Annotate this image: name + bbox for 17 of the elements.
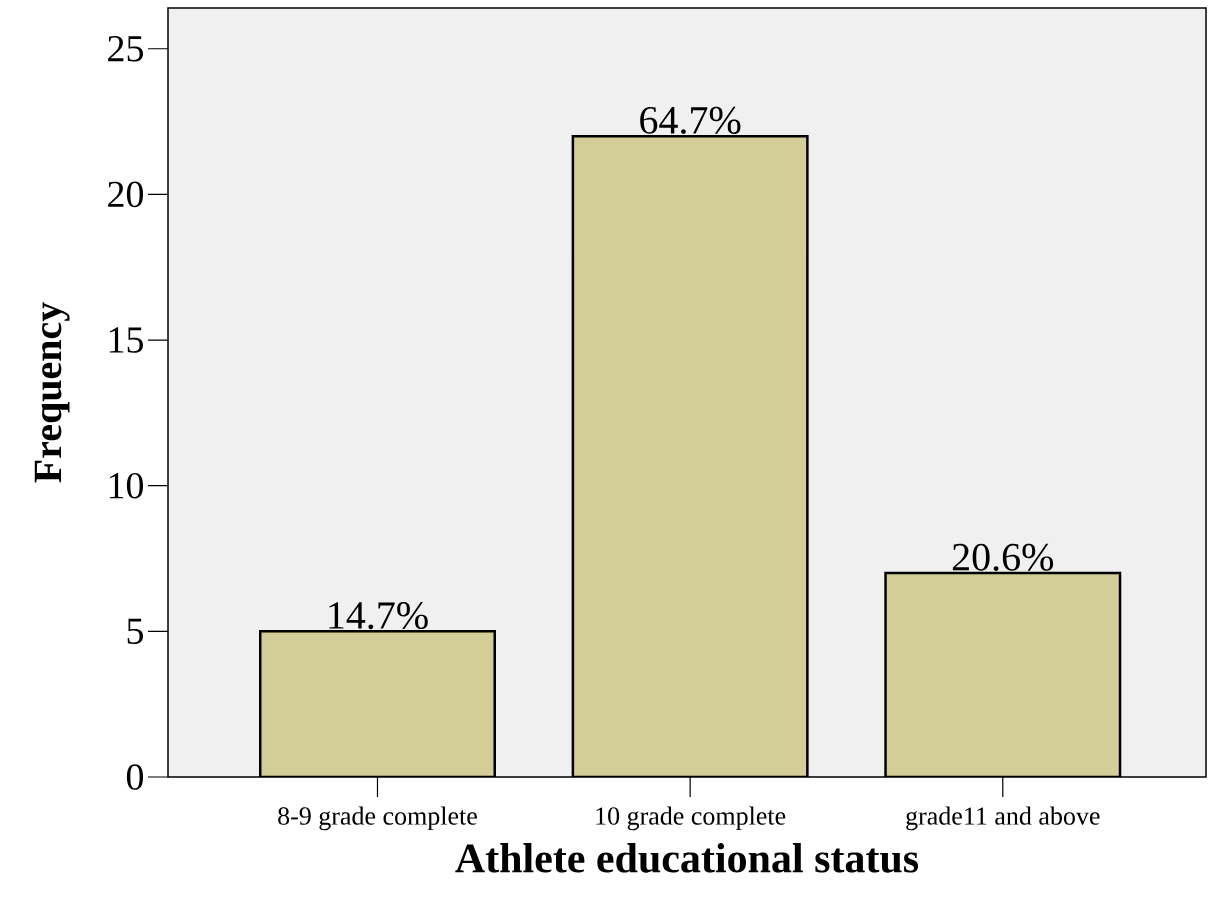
bar: [258, 630, 496, 777]
x-tick-label: grade11 and above: [906, 806, 1100, 831]
y-tick-label: 0: [126, 764, 144, 790]
x-tick-label: 10 grade complete: [596, 806, 786, 831]
y-tick-label: 25: [108, 36, 143, 62]
annotation: 20.6%: [952, 543, 1054, 571]
y-tick-label: 10: [109, 472, 144, 499]
y-tick-label: 20: [108, 181, 144, 208]
y-axis-title: Frequency: [34, 302, 70, 483]
annotation: 64.7%: [640, 106, 741, 134]
bar: [571, 134, 809, 777]
y-tick-label: 5: [127, 618, 143, 644]
bar: [884, 571, 1122, 777]
x-axis-title: Athlete educational status: [455, 843, 919, 873]
y-tick-label: 15: [109, 327, 143, 353]
x-tick-label: 8-9 grade complete: [278, 806, 477, 831]
annotation: 14.7%: [329, 601, 428, 630]
